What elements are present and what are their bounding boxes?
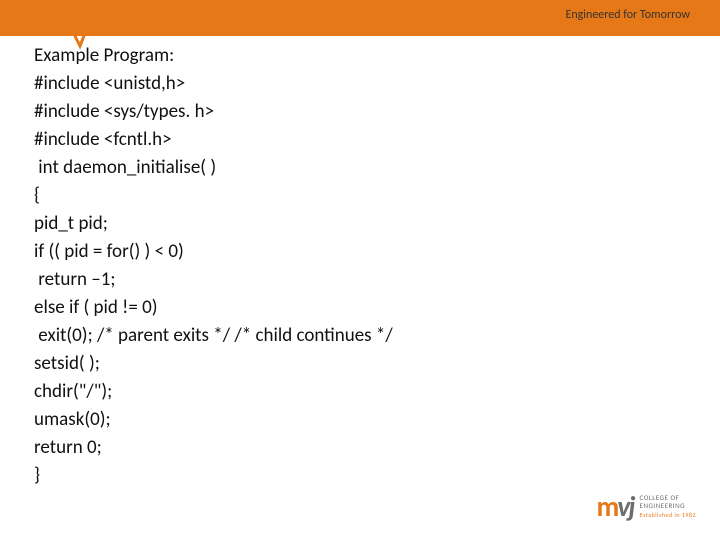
code-line: #include <fcntl.h> [34, 126, 690, 154]
code-line: exit(0); /* parent exits */ /* child con… [34, 322, 690, 350]
code-line: int daemon_initialise( ) [34, 154, 690, 182]
code-line: else if ( pid != 0) [34, 294, 690, 322]
code-line: pid_t pid; [34, 210, 690, 238]
code-line: #include <sys/types. h> [34, 98, 690, 126]
code-line: setsid( ); [34, 350, 690, 378]
sqrt-path [60, 10, 126, 46]
code-line: { [34, 182, 690, 210]
logo-text: COLLEGE OF ENGINEERING Established in 19… [640, 494, 696, 519]
logo-line2: ENGINEERING [640, 502, 696, 510]
code-line: } [34, 462, 690, 490]
logo-mark: mvj [596, 489, 633, 524]
code-line: #include <unistd,h> [34, 70, 690, 98]
code-content: Example Program: #include <unistd,h> #in… [34, 42, 690, 490]
logo-m: m [596, 489, 617, 524]
code-line: if (( pid = for() ) < 0) [34, 238, 690, 266]
code-line: chdir("/"); [34, 378, 690, 406]
code-line: return –1; [34, 266, 690, 294]
code-line: Example Program: [34, 42, 690, 70]
logo-vj: vj [617, 489, 633, 524]
code-line: return 0; [34, 434, 690, 462]
college-logo: mvj COLLEGE OF ENGINEERING Established i… [596, 489, 696, 524]
tagline: Engineered for Tomorrow [565, 8, 690, 22]
code-line: umask(0); [34, 406, 690, 434]
logo-est: Established in 1982 [640, 511, 696, 519]
slide: Engineered for Tomorrow Example Program:… [0, 0, 720, 540]
